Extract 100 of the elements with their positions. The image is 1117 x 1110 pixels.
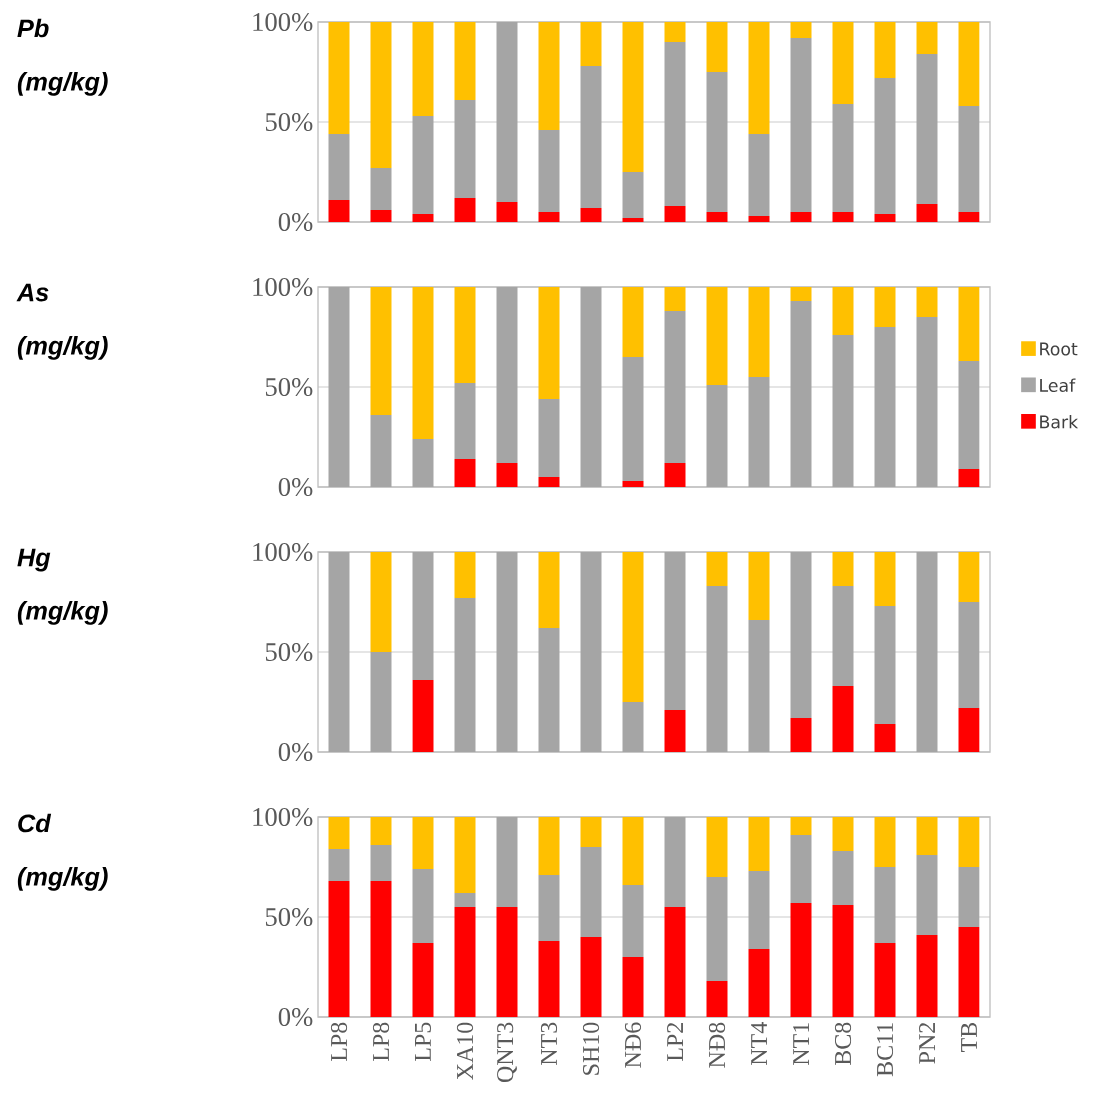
y-tick-label: 100% [253, 12, 313, 32]
x-tick-label: SH10 [582, 1022, 600, 1075]
bar [370, 287, 392, 416]
bar [496, 202, 518, 223]
bar [916, 287, 938, 318]
x-tick-label: NT1 [793, 1023, 809, 1066]
bar [496, 552, 518, 753]
bar [790, 301, 812, 488]
bar [748, 871, 770, 950]
bar [622, 287, 644, 358]
bar [748, 620, 770, 753]
bar [958, 212, 980, 223]
y-tick-label: 0% [278, 477, 313, 497]
bar [538, 287, 560, 400]
bar [874, 552, 896, 607]
y-tick-label: 0% [278, 742, 313, 762]
bar [454, 22, 476, 100]
bar [538, 212, 560, 223]
x-tick-label: NT4 [751, 1022, 767, 1066]
bar [370, 652, 392, 753]
bar [538, 552, 560, 629]
bar [748, 377, 770, 488]
x-tick-label: TB [961, 1022, 977, 1052]
bar [832, 212, 854, 223]
bar [328, 200, 350, 223]
bar [832, 817, 854, 852]
bar [832, 905, 854, 1018]
bar [412, 22, 434, 116]
legend-label: Bark [1040, 415, 1079, 429]
bar [790, 552, 812, 719]
bar [538, 399, 560, 478]
bar [454, 198, 476, 223]
bar [580, 817, 602, 848]
bar [916, 204, 938, 223]
bar [412, 680, 434, 753]
bar [580, 847, 602, 938]
y-tick-label: 100% [253, 277, 313, 297]
x-tick-label: BC11 [876, 1023, 894, 1077]
bar [370, 415, 392, 488]
x-tick-label: LP8 [372, 1022, 390, 1062]
bar [706, 552, 728, 587]
bar [874, 817, 896, 868]
bar [454, 100, 476, 199]
bar [958, 867, 980, 928]
bar [706, 287, 728, 386]
bar [412, 869, 434, 944]
bar [748, 552, 770, 621]
bar [454, 598, 476, 753]
bar [832, 851, 854, 906]
bar [832, 22, 854, 104]
bar [916, 817, 938, 856]
x-tick-label: PN2 [919, 1023, 935, 1064]
legend-label: Root [1040, 342, 1078, 356]
bar [664, 817, 686, 908]
bar [790, 718, 812, 753]
bar [454, 552, 476, 599]
bar [328, 817, 350, 850]
bar [622, 885, 644, 958]
bar [538, 817, 560, 876]
bar [748, 216, 770, 223]
bar [958, 817, 980, 868]
bar [580, 208, 602, 223]
y-tick-label: 100% [253, 807, 313, 827]
bar [412, 214, 434, 223]
bar [874, 22, 896, 78]
bar [622, 817, 644, 886]
bar [958, 106, 980, 213]
bar [622, 702, 644, 753]
bar [664, 42, 686, 206]
bar [496, 22, 518, 202]
bar [832, 686, 854, 753]
bar [706, 877, 728, 982]
y-tick-label: 100% [253, 542, 313, 562]
bar [664, 552, 686, 711]
bar [706, 385, 728, 488]
bar [958, 287, 980, 361]
bar [832, 586, 854, 687]
bar [454, 817, 476, 894]
bar [328, 552, 350, 753]
bar [328, 881, 350, 1018]
bar [790, 38, 812, 213]
bar [622, 218, 644, 223]
bar [958, 708, 980, 753]
bar [580, 287, 602, 488]
bar [454, 287, 476, 383]
y-tick-label: 50% [265, 642, 313, 662]
bar [328, 22, 350, 134]
x-tick-label: QNT3 [497, 1022, 517, 1083]
bar [958, 927, 980, 1018]
bar [328, 849, 350, 882]
bar [538, 628, 560, 753]
bar [874, 943, 896, 1018]
bar [538, 941, 560, 1018]
bar [412, 439, 434, 488]
bar [538, 477, 560, 488]
bar [538, 875, 560, 942]
x-tick-label: NT3 [540, 1022, 558, 1066]
bar [370, 210, 392, 223]
bar [580, 22, 602, 66]
bar [958, 22, 980, 106]
